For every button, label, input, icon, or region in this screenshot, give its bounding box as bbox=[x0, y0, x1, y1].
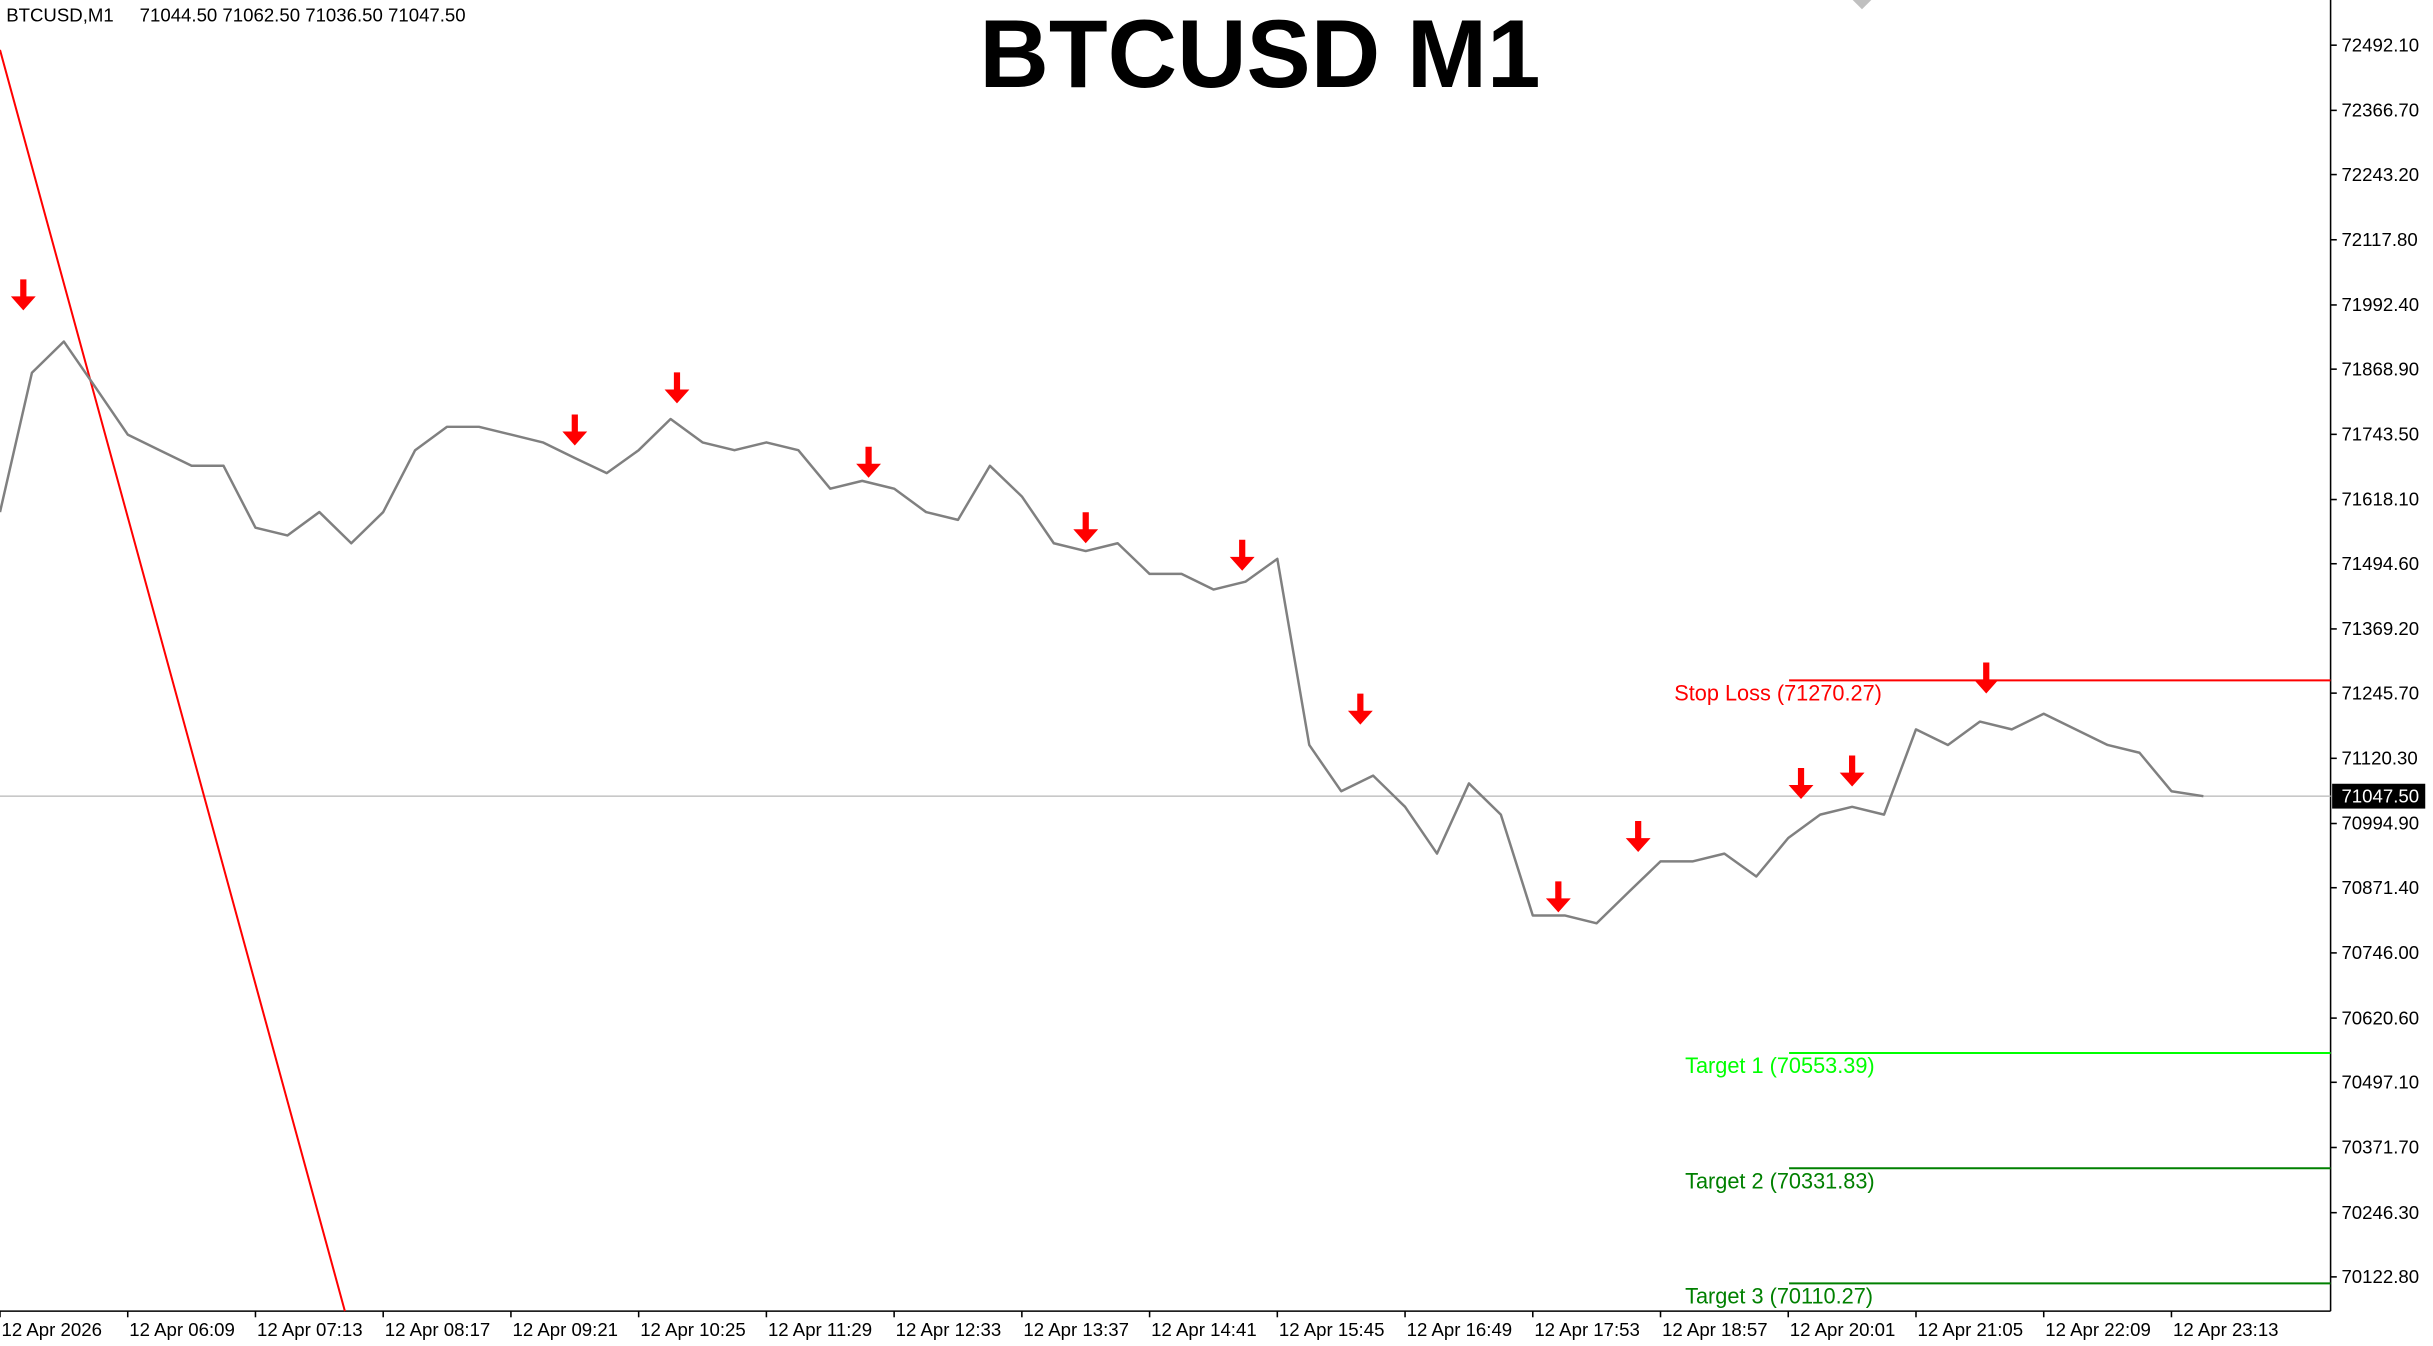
level-label: Target 1 (70553.39) bbox=[1685, 1053, 1875, 1078]
sell-arrow bbox=[562, 414, 588, 446]
level-label: Stop Loss (71270.27) bbox=[1674, 681, 1882, 706]
symbol-label: BTCUSD,M1 bbox=[6, 5, 114, 26]
sell-arrow bbox=[664, 372, 690, 404]
current-price-tag bbox=[2332, 783, 2426, 809]
y-tick-label: 72492.10 bbox=[2341, 34, 2419, 55]
level-label: Target 3 (70110.27) bbox=[1685, 1284, 1873, 1309]
y-tick-label: 71618.10 bbox=[2341, 489, 2419, 510]
x-tick-label: 12 Apr 22:09 bbox=[2045, 1319, 2151, 1340]
x-tick-label: 12 Apr 2026 bbox=[2, 1319, 102, 1340]
y-tick-label: 70497.10 bbox=[2341, 1072, 2419, 1093]
sell-arrow bbox=[1347, 693, 1373, 725]
y-tick-label: 72243.20 bbox=[2341, 164, 2419, 185]
x-tick-label: 12 Apr 07:13 bbox=[257, 1319, 363, 1340]
trend-line bbox=[0, 49, 346, 1312]
x-tick-label: 12 Apr 21:05 bbox=[1918, 1319, 2024, 1340]
shift-marker bbox=[1852, 0, 1872, 10]
sell-arrow bbox=[1625, 821, 1651, 853]
x-tick-label: 12 Apr 09:21 bbox=[512, 1319, 618, 1340]
y-tick-label: 70994.90 bbox=[2341, 813, 2419, 834]
y-tick-label: 72366.70 bbox=[2341, 100, 2419, 121]
y-tick-label: 71992.40 bbox=[2341, 294, 2419, 315]
x-tick-label: 12 Apr 11:29 bbox=[768, 1319, 872, 1340]
x-tick-label: 12 Apr 08:17 bbox=[385, 1319, 491, 1340]
sell-arrow bbox=[10, 279, 36, 311]
x-tick-label: 12 Apr 18:57 bbox=[1662, 1319, 1768, 1340]
x-tick-label: 12 Apr 14:41 bbox=[1151, 1319, 1257, 1340]
y-tick-label: 71868.90 bbox=[2341, 358, 2419, 379]
x-tick-label: 12 Apr 10:25 bbox=[640, 1319, 746, 1340]
y-tick-label: 70246.30 bbox=[2341, 1202, 2419, 1223]
sell-arrow bbox=[1229, 539, 1255, 571]
y-tick-label: 70371.70 bbox=[2341, 1137, 2419, 1158]
y-tick-label: 70122.80 bbox=[2341, 1266, 2419, 1287]
sell-arrow bbox=[1073, 512, 1099, 544]
y-tick-label: 70746.00 bbox=[2341, 942, 2419, 963]
x-tick-label: 12 Apr 12:33 bbox=[896, 1319, 1002, 1340]
level-label: Target 2 (70331.83) bbox=[1685, 1168, 1875, 1193]
price-line bbox=[0, 340, 2204, 925]
sell-arrow bbox=[1788, 767, 1814, 800]
sell-arrow bbox=[1545, 881, 1571, 913]
x-tick-label: 12 Apr 17:53 bbox=[1534, 1319, 1640, 1340]
sell-arrow bbox=[856, 446, 881, 478]
sell-arrow bbox=[1973, 662, 1999, 694]
y-tick-label: 70871.40 bbox=[2341, 877, 2419, 898]
x-tick-label: 12 Apr 13:37 bbox=[1023, 1319, 1129, 1340]
y-tick-label: 71743.50 bbox=[2341, 424, 2419, 445]
current-price-label: 71047.50 bbox=[2341, 785, 2419, 806]
x-tick-label: 12 Apr 06:09 bbox=[129, 1319, 235, 1340]
chart-title: BTCUSD M1 bbox=[979, 1, 1540, 108]
x-tick-label: 12 Apr 23:13 bbox=[2173, 1319, 2279, 1340]
x-tick-label: 12 Apr 16:49 bbox=[1407, 1319, 1513, 1340]
y-tick-label: 71245.70 bbox=[2341, 682, 2419, 703]
y-tick-label: 71494.60 bbox=[2341, 553, 2419, 574]
sell-arrow bbox=[1839, 755, 1865, 787]
y-tick-label: 71369.20 bbox=[2341, 618, 2419, 639]
ohlc-label: 71044.50 71062.50 71036.50 71047.50 bbox=[140, 5, 466, 26]
y-tick-label: 71120.30 bbox=[2341, 748, 2417, 769]
y-tick-label: 72117.80 bbox=[2341, 229, 2417, 250]
x-tick-label: 12 Apr 20:01 bbox=[1790, 1319, 1896, 1340]
x-tick-label: 12 Apr 15:45 bbox=[1279, 1319, 1385, 1340]
y-tick-label: 70620.60 bbox=[2341, 1007, 2419, 1028]
